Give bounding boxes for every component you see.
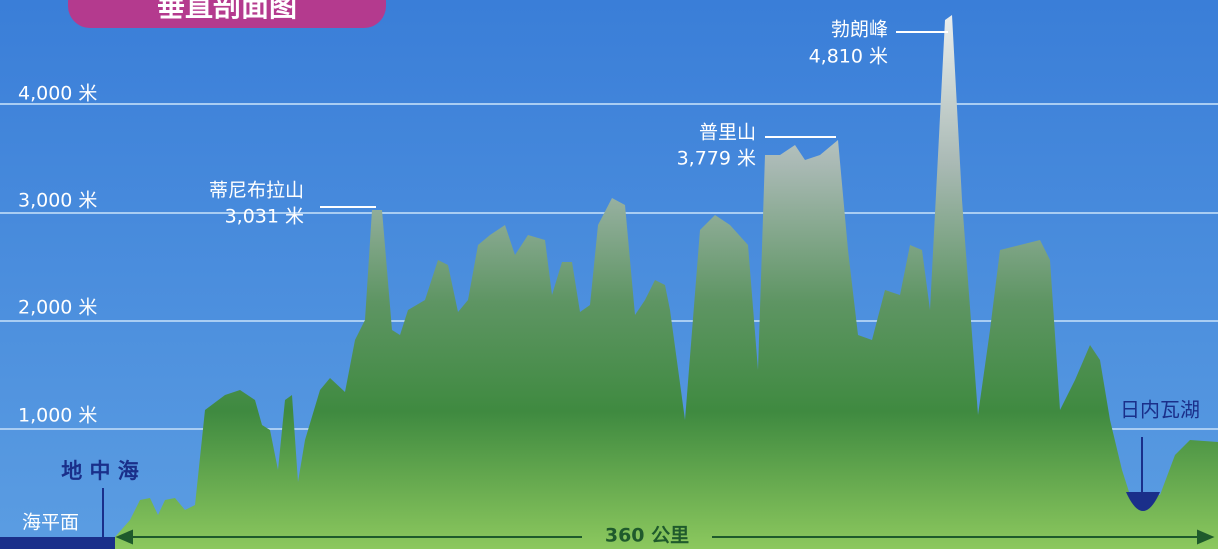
sea-label: 地 中 海 [61, 459, 139, 483]
peak-name: 蒂尼布拉山 [209, 180, 304, 202]
arrow-head [1197, 529, 1215, 545]
elevation-label: 2,000 米 [18, 297, 97, 319]
title-badge [68, 0, 386, 28]
elevation-label: 3,000 米 [18, 190, 97, 212]
elevation-label: 4,000 米 [18, 83, 97, 105]
sea [0, 537, 118, 549]
lake-label: 日内瓦湖 [1120, 398, 1200, 422]
mountain-profile [115, 15, 1218, 549]
distance-label: 360 公里 [605, 525, 689, 547]
peak-height: 3,031 米 [225, 206, 304, 228]
peak-name: 勃朗峰 [831, 19, 888, 41]
peak-name: 普里山 [699, 122, 756, 144]
elevation-label: 海平面 [22, 512, 79, 534]
title: 垂直剖面图 [157, 0, 297, 23]
peak-height: 4,810 米 [809, 46, 888, 68]
lake [1126, 492, 1160, 511]
arrow-head [115, 529, 133, 545]
peak-leaders [320, 31, 948, 208]
elevation-label: 1,000 米 [18, 405, 97, 427]
peak-height: 3,779 米 [677, 148, 756, 170]
distance-arrow [115, 529, 1215, 545]
